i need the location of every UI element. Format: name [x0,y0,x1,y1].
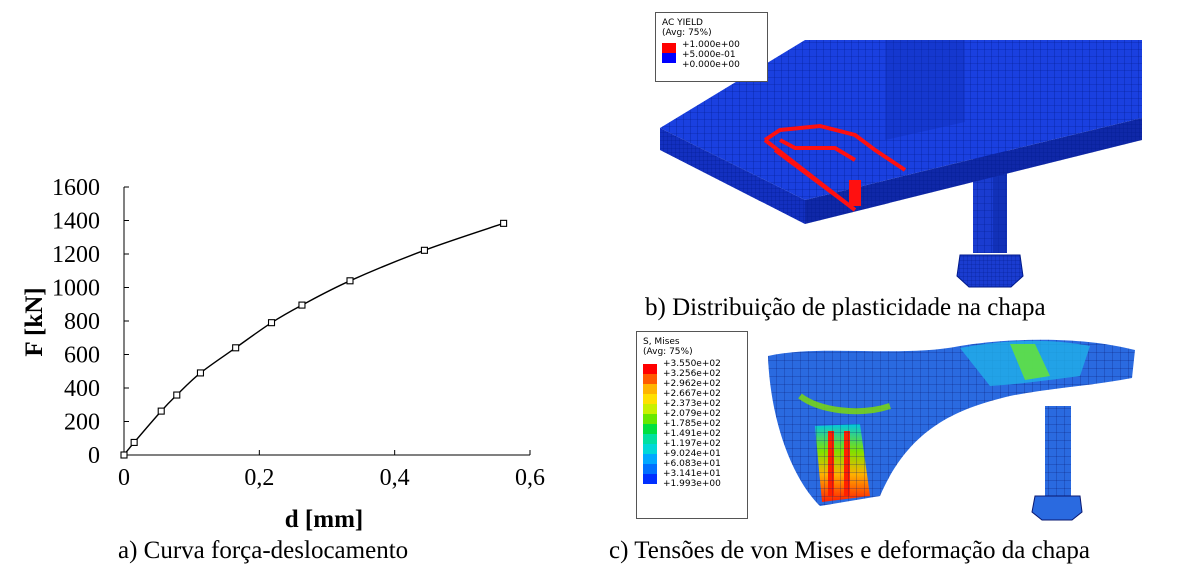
legend-mises-swatch [643,424,657,434]
chart-ticks: 0 200 400 600 800 1000 1200 1400 1600 0 0,2 0,4 0,6 [52,175,545,491]
legend-von-mises: S, Mises (Avg: 75%) +3.550e+02 +3.256e+02… [636,331,748,519]
legend-mises-entry: +3.256e+02 [663,369,721,379]
y-tick-label: 400 [64,376,100,402]
legend-mises-entry: +2.373e+02 [663,399,721,409]
data-point [500,219,508,227]
legend-mises-entry: +1.197e+02 [663,439,721,449]
legend-mises-entry: +2.079e+02 [663,409,721,419]
data-point [120,451,128,459]
y-tick-label: 800 [64,309,100,335]
y-tick-label: 1400 [52,209,100,235]
legend-mises-swatch [643,374,657,384]
series-line [123,222,504,456]
data-point [298,301,306,309]
legend-mises-swatch [643,454,657,464]
legend-ac-entry: +5.000e-01 [682,50,736,60]
caption-b: b) Distribuição de plasticidade na chapa [645,294,1046,321]
legend-mises-entry: +6.083e+01 [663,459,721,469]
legend-mises-entry: +1.785e+02 [663,419,721,429]
legend-mises-swatch [643,444,657,454]
data-point [157,407,165,415]
y-tick-label: 0 [88,443,100,469]
legend-mises-entry: +2.962e+02 [663,379,721,389]
y-tick-label: 1600 [52,175,100,201]
plasticity-fem-render [660,40,1142,288]
legend-mises-swatch [643,414,657,424]
caption-c: c) Tensões de von Mises e deformação da … [609,537,1090,564]
y-tick-label: 1200 [52,242,100,268]
data-point [232,344,240,352]
legend-mises-swatch [643,394,657,404]
legend-mises-swatch [643,364,657,374]
legend-mises-entry: +1.491e+02 [663,429,721,439]
legend-mises-entry: +3.550e+02 [663,359,721,369]
von-mises-fem-render [768,339,1135,521]
legend-ac-swatch-blue [662,53,676,63]
legend-mises-entry: +2.667e+02 [663,389,721,399]
y-tick-label: 600 [64,343,100,369]
legend-ac-title: AC YIELD [662,18,703,28]
y-axis-label: F [kN] [21,287,48,356]
y-tick-label: 200 [64,410,100,436]
caption-a: a) Curva força-deslocamento [118,537,409,564]
series-markers [120,219,508,459]
x-tick-label: 0,6 [515,465,545,491]
data-point [130,438,138,446]
x-axis-label: d [mm] [285,506,363,533]
legend-ac-yield: AC YIELD (Avg: 75%) +1.000e+00 +5.000e-0… [655,12,768,82]
legend-mises-avg: (Avg: 75%) [643,347,693,357]
legend-mises-entries: +3.550e+02 +3.256e+02 +2.962e+02 +2.667e+02… [637,359,747,489]
data-point [346,277,354,285]
legend-ac-entry: +1.000e+00 [682,40,740,50]
legend-ac-swatch-red [662,43,676,53]
legend-mises-entry: +3.141e+01 [663,469,721,479]
legend-mises-swatch [643,474,657,484]
data-point [420,246,428,254]
legend-mises-swatches [643,364,657,484]
data-point [267,319,276,327]
legend-ac-entry: +0.000e+00 [682,60,740,70]
legend-mises-swatch [643,384,657,394]
y-tick-label: 1000 [52,276,100,302]
plastic-zone-red [763,123,907,212]
data-point [196,369,205,377]
legend-mises-swatch [643,434,657,444]
legend-mises-swatch [643,464,657,474]
x-tick-label: 0 [118,465,130,491]
data-point [173,391,181,399]
legend-mises-title: S, Mises [643,337,680,347]
legend-mises-swatch [643,404,657,414]
x-tick-label: 0,4 [380,465,410,491]
chart-axes [123,187,530,456]
x-tick-label: 0,2 [244,465,274,491]
legend-mises-entry: +9.024e+01 [663,449,721,459]
legend-ac-avg: (Avg: 75%) [662,28,712,38]
legend-mises-entry: +1.993e+00 [663,479,721,489]
